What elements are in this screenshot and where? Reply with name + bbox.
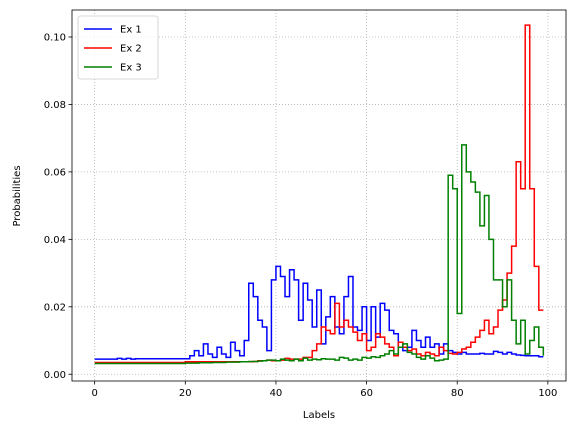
y-tick-label: 0.00 <box>44 370 66 381</box>
series-line-ex-3 <box>94 144 545 365</box>
y-tick-label: 0.08 <box>44 100 66 111</box>
plot-area <box>94 24 545 365</box>
x-tick-label: 100 <box>538 388 557 399</box>
x-tick-label: 60 <box>360 388 373 399</box>
series-line-ex-2 <box>94 24 544 364</box>
x-tick-label: 80 <box>451 388 464 399</box>
x-tick-label: 0 <box>91 388 97 399</box>
y-tick-label: 0.10 <box>44 32 66 43</box>
x-tick-label: 20 <box>179 388 192 399</box>
legend: Ex 1 Ex 2 Ex 3 <box>77 15 159 80</box>
legend-box <box>77 15 159 80</box>
series-layer <box>94 24 545 365</box>
x-axis-label: Labels <box>303 410 335 421</box>
x-tick-label: 40 <box>270 388 283 399</box>
legend-label: Ex 1 <box>120 25 142 36</box>
y-tick-label: 0.06 <box>44 167 66 178</box>
y-tick-label: 0.02 <box>44 302 66 313</box>
legend-label: Ex 2 <box>120 44 142 55</box>
y-tick-label: 0.04 <box>44 235 66 246</box>
y-axis: 0.00 0.02 0.04 0.06 0.08 0.10 <box>44 32 72 381</box>
series-line-ex-1 <box>94 265 544 360</box>
axes-frame <box>71 9 567 382</box>
x-axis: 0 20 40 60 80 100 <box>91 381 557 399</box>
legend-label: Ex 3 <box>120 63 142 74</box>
y-axis-label: Probabilities <box>12 165 23 226</box>
